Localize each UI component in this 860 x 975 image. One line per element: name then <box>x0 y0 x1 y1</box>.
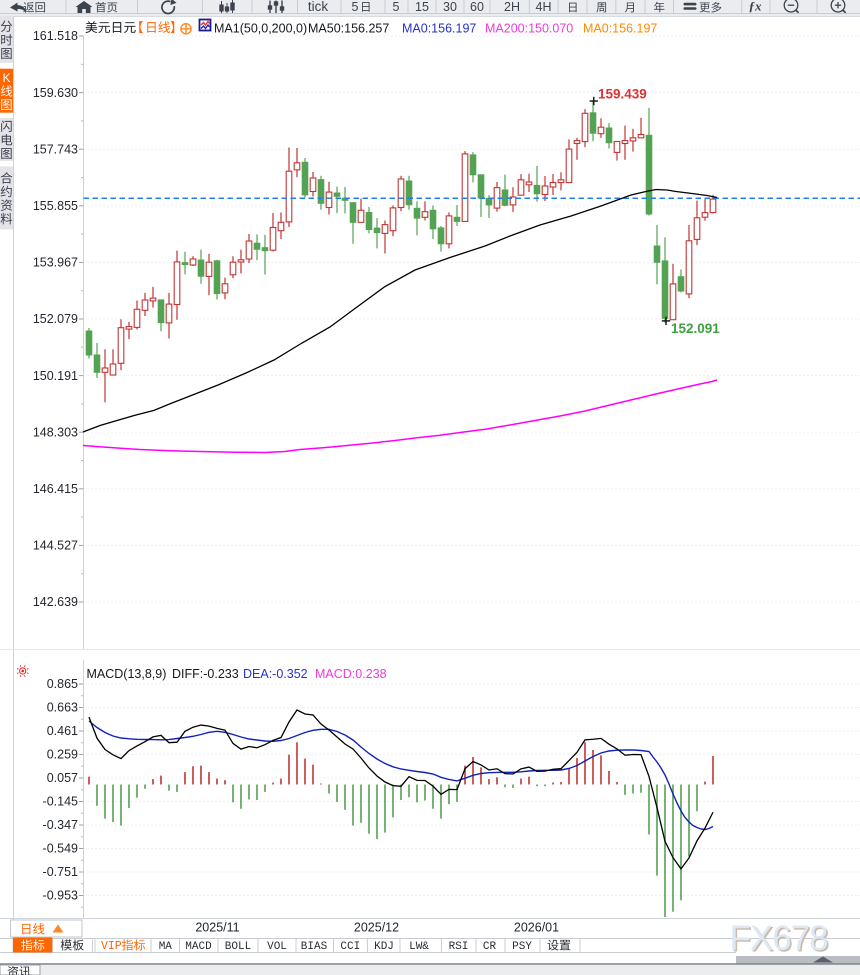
svg-text:tick: tick <box>308 0 329 14</box>
svg-text:155.855: 155.855 <box>33 199 78 213</box>
svg-text:-0.549: -0.549 <box>43 842 78 856</box>
svg-text:-0.751: -0.751 <box>43 865 78 879</box>
svg-text:0.259: 0.259 <box>47 748 78 762</box>
svg-text:FX678: FX678 <box>731 921 829 960</box>
svg-text:5: 5 <box>393 0 400 14</box>
svg-text:153.967: 153.967 <box>33 256 78 270</box>
svg-text:159.439: 159.439 <box>598 87 647 102</box>
svg-text:FX678: FX678 <box>730 919 828 958</box>
svg-text:CR: CR <box>483 941 497 953</box>
svg-text:30: 30 <box>443 0 457 14</box>
svg-text:159.630: 159.630 <box>33 86 78 100</box>
svg-text:15: 15 <box>415 0 429 14</box>
svg-text:VIP: VIP <box>101 940 122 953</box>
svg-text:0.057: 0.057 <box>47 771 78 785</box>
svg-text:RSI: RSI <box>449 941 469 953</box>
svg-text:146.415: 146.415 <box>33 482 78 496</box>
svg-text:DEA:-0.352: DEA:-0.352 <box>243 667 308 681</box>
svg-text:2025/11: 2025/11 <box>195 921 239 935</box>
svg-text:MACD:0.238: MACD:0.238 <box>315 667 387 681</box>
svg-text:MA200:150.070: MA200:150.070 <box>485 22 573 36</box>
svg-text:-0.145: -0.145 <box>43 795 78 809</box>
svg-text:MA1(50,0,200,0): MA1(50,0,200,0) <box>214 22 307 36</box>
svg-text:157.743: 157.743 <box>33 142 78 156</box>
svg-text:0.663: 0.663 <box>47 701 78 715</box>
svg-text:2026/01: 2026/01 <box>514 921 559 935</box>
svg-text:MA0:156.197: MA0:156.197 <box>583 22 657 36</box>
svg-text:148.303: 148.303 <box>33 425 78 439</box>
svg-text:2H: 2H <box>504 0 520 14</box>
svg-text:MA50:156.257: MA50:156.257 <box>308 22 389 36</box>
svg-text:LW&: LW& <box>409 941 429 953</box>
svg-text:-0.953: -0.953 <box>43 889 78 903</box>
svg-text:0.461: 0.461 <box>47 724 78 738</box>
svg-text:BIAS: BIAS <box>301 941 328 953</box>
svg-text:PSY: PSY <box>512 941 532 953</box>
svg-text:-0.347: -0.347 <box>43 818 78 832</box>
svg-text:MA0:156.197: MA0:156.197 <box>402 22 476 36</box>
svg-text:60: 60 <box>470 0 484 14</box>
svg-text:152.091: 152.091 <box>671 321 720 336</box>
svg-text:144.527: 144.527 <box>33 539 78 553</box>
svg-text:161.518: 161.518 <box>33 29 78 43</box>
svg-text:4H: 4H <box>536 0 552 14</box>
svg-text:142.639: 142.639 <box>33 595 78 609</box>
svg-text:152.079: 152.079 <box>33 312 78 326</box>
svg-text:ƒx: ƒx <box>749 0 763 14</box>
svg-text:2025/12: 2025/12 <box>354 921 399 935</box>
svg-text:MACD(13,8,9): MACD(13,8,9) <box>87 667 167 681</box>
svg-text:DIFF:-0.233: DIFF:-0.233 <box>172 667 239 681</box>
svg-text:MA: MA <box>159 941 173 953</box>
svg-text:VOL: VOL <box>267 941 287 953</box>
svg-text:MACD: MACD <box>185 941 212 953</box>
svg-text:KDJ: KDJ <box>374 941 394 953</box>
svg-text:150.191: 150.191 <box>33 369 78 383</box>
svg-text:K: K <box>2 71 10 85</box>
svg-text:BOLL: BOLL <box>225 941 251 953</box>
svg-text:CCI: CCI <box>340 941 360 953</box>
svg-text:5: 5 <box>352 0 359 14</box>
svg-text:0.865: 0.865 <box>47 677 78 691</box>
